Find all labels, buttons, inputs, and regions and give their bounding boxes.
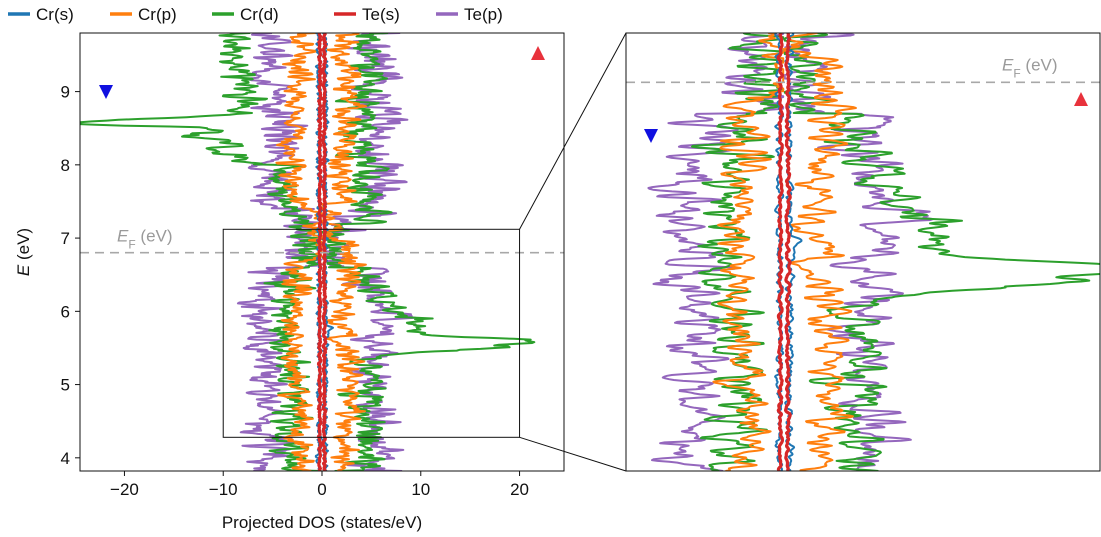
zoom-frame <box>625 32 1101 472</box>
zoom-spin-down-arrow-icon <box>644 92 658 143</box>
main-x-ticks: −20 −10 0 10 20 <box>110 471 529 499</box>
y-axis-label-unit: (eV) <box>14 228 33 265</box>
main-y-ticks: 4 5 6 7 8 9 <box>61 83 80 468</box>
legend-item: Te(s) <box>334 5 400 24</box>
y-axis-label: E (eV) <box>14 228 33 276</box>
main-series-crp-up <box>321 33 368 471</box>
main-fermi-label: EF (eV) <box>117 227 173 252</box>
legend: Cr(s) Cr(p) Cr(d) Te(s) Te(p) <box>8 5 503 24</box>
legend-item: Te(p) <box>436 5 503 24</box>
legend-label: Te(p) <box>464 5 503 24</box>
y-tick-label: 7 <box>61 229 70 248</box>
y-tick-label: 6 <box>61 302 70 321</box>
y-tick-label: 4 <box>61 449 70 468</box>
x-tick-label: −10 <box>209 480 238 499</box>
legend-item: Cr(p) <box>110 5 177 24</box>
zoom-series-tes-down <box>776 33 784 471</box>
main-spin-up-arrow-icon <box>531 46 545 99</box>
x-tick-label: 20 <box>510 480 529 499</box>
zoom-series-tes-up <box>784 33 792 471</box>
zoom-axes: EF (eV) <box>625 32 1101 472</box>
zoom-series-crd-up <box>783 33 1100 471</box>
zoom-fermi-label: EF (eV) <box>1002 55 1058 80</box>
legend-item: Cr(d) <box>212 5 279 24</box>
main-spin-down-arrow-icon <box>99 47 113 99</box>
x-tick-label: 10 <box>411 480 430 499</box>
y-axis-label-symbol: E <box>14 264 33 276</box>
zoom-spin-up-arrow-icon <box>1074 92 1088 144</box>
y-tick-label: 9 <box>61 83 70 102</box>
y-tick-label: 8 <box>61 156 70 175</box>
legend-label: Cr(s) <box>36 5 74 24</box>
legend-label: Cr(d) <box>240 5 279 24</box>
zoom-series-crp-down <box>712 33 785 471</box>
main-axes: EF (eV) −20 −10 0 10 20 4 5 6 7 8 9 Projected DOS… <box>14 32 565 532</box>
inset-connector-top <box>519 32 627 230</box>
legend-item: Cr(s) <box>8 5 74 24</box>
zoom-series-crp-up <box>783 33 857 471</box>
zoom-series-tep-down <box>647 33 785 471</box>
x-tick-label: −20 <box>110 480 139 499</box>
legend-label: Cr(p) <box>138 5 177 24</box>
main-series-tes-down <box>316 33 323 471</box>
legend-label: Te(s) <box>362 5 400 24</box>
x-axis-label: Projected DOS (states/eV) <box>222 513 422 532</box>
y-tick-label: 5 <box>61 376 70 395</box>
x-tick-label: 0 <box>317 480 326 499</box>
zoom-series-group <box>647 33 1100 471</box>
inset-box <box>222 228 521 438</box>
inset-connector-bottom <box>519 436 627 472</box>
